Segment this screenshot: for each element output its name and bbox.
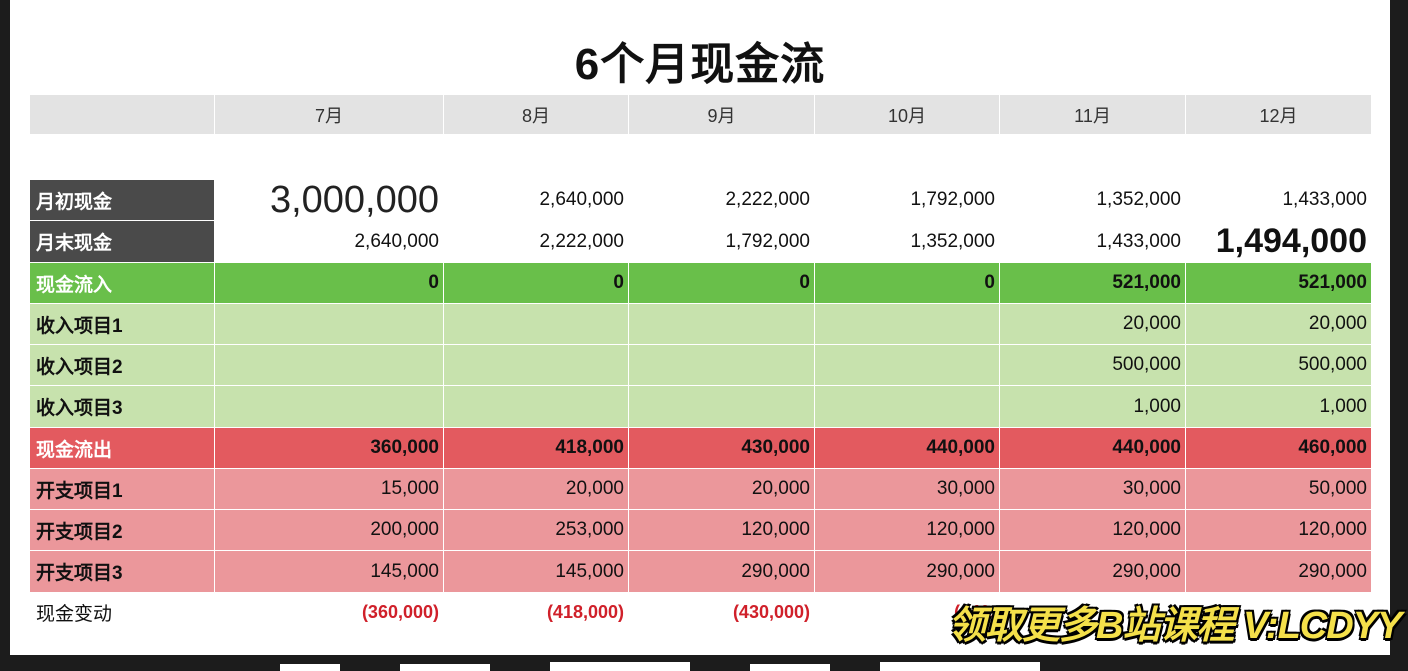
row-label-expense1: 开支项目1 (30, 469, 215, 510)
subtitle-fragment (280, 664, 340, 671)
table-cell: 440,000 (1000, 428, 1186, 469)
table-cell: 1,792,000 (629, 221, 815, 263)
table-cell: 1,000 (1186, 386, 1372, 428)
table-cell (215, 304, 444, 345)
table-cell: 521,000 (1186, 263, 1372, 304)
month-header: 11月 (1000, 95, 1186, 135)
table-cell (1000, 593, 1186, 633)
watermark-overlay: 领取更多B站课程 V:LCDYY (948, 605, 1402, 647)
row-label-opening: 月初现金 (30, 180, 215, 221)
table-cell (215, 386, 444, 428)
table-cell: 20,000 (444, 469, 629, 510)
table-cell: 0 (215, 263, 444, 304)
table-cell (1186, 593, 1372, 633)
table-cell (815, 304, 1000, 345)
table-cell: 290,000 (815, 551, 1000, 593)
table-cell: 2,640,000 (215, 221, 444, 263)
table-cell: 290,000 (629, 551, 815, 593)
subtitle-fragment (880, 662, 1040, 671)
row-label-expense2: 开支项目2 (30, 510, 215, 551)
table-cell: 145,000 (215, 551, 444, 593)
table-cell: 120,000 (815, 510, 1000, 551)
month-header: 9月 (629, 95, 815, 135)
table-cell: 1,352,000 (1000, 180, 1186, 221)
month-header: 8月 (444, 95, 629, 135)
table-cell: 1,792,000 (815, 180, 1000, 221)
table-cell (444, 345, 629, 386)
table-cell: 1,433,000 (1000, 221, 1186, 263)
table-cell: 2,222,000 (444, 221, 629, 263)
table-cell (215, 345, 444, 386)
table-cell (444, 386, 629, 428)
subtitle-fragment (550, 662, 690, 671)
row-label-expense3: 开支项目3 (30, 551, 215, 593)
row-label-outflow: 现金流出 (30, 428, 215, 469)
table-cell (629, 304, 815, 345)
month-header: 12月 (1186, 95, 1372, 135)
table-cell: 120,000 (629, 510, 815, 551)
table-cell: 460,000 (1186, 428, 1372, 469)
table-cell: 120,000 (1000, 510, 1186, 551)
page-title: 6个月现金流 (574, 40, 826, 89)
table-cell: 0 (629, 263, 815, 304)
table-cell: 0 (444, 263, 629, 304)
row-label-inflow: 现金流入 (30, 263, 215, 304)
row-label-closing: 月末现金 (30, 221, 215, 263)
row-label-income3: 收入项目3 (30, 386, 215, 428)
table-cell: 15,000 (215, 469, 444, 510)
table-cell: 0 (815, 263, 1000, 304)
table-cell: 20,000 (1000, 304, 1186, 345)
header-corner (30, 95, 215, 135)
table-cell: 253,000 (444, 510, 629, 551)
row-label-change: 现金变动 (30, 593, 215, 633)
table-cell: 360,000 (215, 428, 444, 469)
table-cell: 1,352,000 (815, 221, 1000, 263)
table-cell: 200,000 (215, 510, 444, 551)
table-cell: 2,640,000 (444, 180, 629, 221)
month-header: 7月 (215, 95, 444, 135)
table-cell: 430,000 (629, 428, 815, 469)
month-header: 10月 (815, 95, 1000, 135)
subtitle-fragment-shapes (280, 662, 1040, 671)
table-cell (629, 386, 815, 428)
bottom-band (0, 655, 1408, 671)
table-cell: (418,000) (444, 593, 629, 633)
table-cell (815, 386, 1000, 428)
table-cell: 500,000 (1186, 345, 1372, 386)
table-cell: 1,433,000 (1186, 180, 1372, 221)
table-cell: 20,000 (1186, 304, 1372, 345)
table-cell: 1,494,000 (1186, 221, 1372, 263)
table-cell: 30,000 (1000, 469, 1186, 510)
table-cell (629, 345, 815, 386)
table-cell: 521,000 (1000, 263, 1186, 304)
table-cell: 2,222,000 (629, 180, 815, 221)
table-cell: 20,000 (629, 469, 815, 510)
table-cell: 440,000 (815, 428, 1000, 469)
table-cell: 30,000 (815, 469, 1000, 510)
row-label-income2: 收入项目2 (30, 345, 215, 386)
table-cell: 3,000,000 (215, 180, 444, 221)
table-cell: 418,000 (444, 428, 629, 469)
table-cell (815, 345, 1000, 386)
table-cell: (440, (815, 593, 1000, 633)
table-cell: 50,000 (1186, 469, 1372, 510)
slide: 6个月现金流 7月 8月 9月 10月 11月 12月月初现金 3,000,000 2,640… (10, 0, 1390, 655)
table-cell: (360,000) (215, 593, 444, 633)
subtitle-fragment (750, 664, 830, 671)
table-cell (444, 304, 629, 345)
table-cell: 120,000 (1186, 510, 1372, 551)
table-cell: 290,000 (1000, 551, 1186, 593)
row-label-income1: 收入项目1 (30, 304, 215, 345)
table-cell: 145,000 (444, 551, 629, 593)
table-cell: 1,000 (1000, 386, 1186, 428)
subtitle-fragment (400, 664, 490, 671)
table-cell: 500,000 (1000, 345, 1186, 386)
table-cell: (430,000) (629, 593, 815, 633)
table-cell: 290,000 (1186, 551, 1372, 593)
